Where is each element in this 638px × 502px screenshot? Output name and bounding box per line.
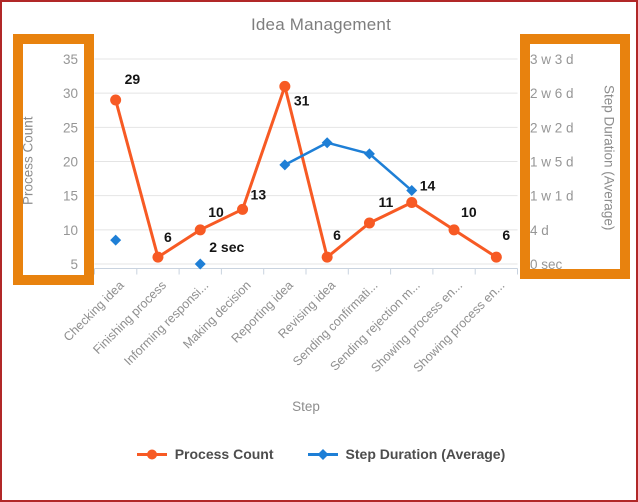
left-axis-tick-label: 35 — [63, 52, 78, 67]
left-axis-tick-label: 10 — [63, 223, 78, 238]
data-label: 6 — [164, 229, 172, 245]
process-count-point — [448, 224, 460, 236]
data-label: 31 — [294, 92, 310, 108]
data-label: 6 — [502, 227, 510, 243]
right-axis-tick-label: 2 w 2 d — [530, 120, 574, 135]
x-axis-title: Step — [292, 399, 320, 414]
step-duration-point — [363, 148, 375, 160]
legend-item-step-duration[interactable]: Step Duration (Average) — [307, 446, 506, 462]
left-axis-tick-label: 25 — [63, 120, 78, 135]
data-label: 2 sec — [209, 239, 244, 255]
process-count-point — [194, 224, 206, 236]
process-count-point — [279, 80, 291, 92]
left-axis-tick-label: 5 — [70, 257, 78, 272]
process-count-line — [114, 84, 498, 259]
step-duration-legend-marker — [307, 448, 338, 461]
process-count-point — [237, 203, 249, 215]
step-duration-line-segment — [368, 152, 413, 192]
left-axis-tick-label: 20 — [63, 155, 78, 170]
step-duration-point — [279, 159, 291, 171]
process-count-point — [321, 251, 333, 263]
right-axis-title: Step Duration (Average) — [601, 85, 617, 231]
legend-label-process-count: Process Count — [174, 446, 274, 462]
x-axis-category-label: Finishing process — [90, 278, 169, 357]
process-count-legend-marker — [136, 448, 167, 461]
data-label: 10 — [461, 204, 477, 220]
step-duration-point — [321, 137, 333, 149]
process-count-point — [406, 197, 418, 208]
right-axis-highlight-box — [520, 34, 630, 279]
chart-title: Idea Management — [250, 15, 392, 34]
chart-plot-area: 5 10 15 20 25 30 35 0 sec 4 d 1 w 1 d 1 w 5 d 2 w 2… — [61, 52, 574, 375]
process-count-point — [152, 251, 164, 263]
legend-label-step-duration: Step Duration (Average) — [345, 446, 506, 462]
data-label: 6 — [333, 227, 341, 243]
step-duration-line-segment — [284, 141, 328, 167]
legend-item-process-count[interactable]: Process Count — [136, 446, 274, 462]
right-axis-tick-label: 1 w 5 d — [530, 155, 574, 170]
left-axis-tick-label: 15 — [63, 189, 78, 204]
left-axis-highlight-box — [13, 34, 94, 285]
right-axis-tick-label: 4 d — [530, 223, 549, 238]
step-duration-point — [110, 234, 122, 246]
step-duration-line-segment — [326, 141, 370, 156]
data-label: 13 — [251, 186, 267, 202]
data-label: 14 — [420, 178, 436, 194]
step-duration-point — [194, 258, 206, 270]
right-axis-tick-label: 2 w 6 d — [530, 86, 574, 101]
chart-legend: Process Count Step Duration (Average) — [2, 446, 636, 462]
left-axis-tick-label: 30 — [63, 86, 78, 101]
process-count-point — [363, 217, 375, 229]
data-label: 29 — [125, 71, 141, 87]
right-axis-tick-label: 0 sec — [530, 257, 563, 272]
process-count-point — [490, 251, 502, 263]
process-count-point — [110, 94, 122, 106]
right-axis-tick-label: 1 w 1 d — [530, 189, 574, 204]
step-duration-point — [406, 185, 418, 197]
right-axis-tick-label: 3 w 3 d — [530, 52, 574, 67]
data-label: 10 — [208, 204, 224, 220]
data-label: 11 — [378, 194, 393, 210]
